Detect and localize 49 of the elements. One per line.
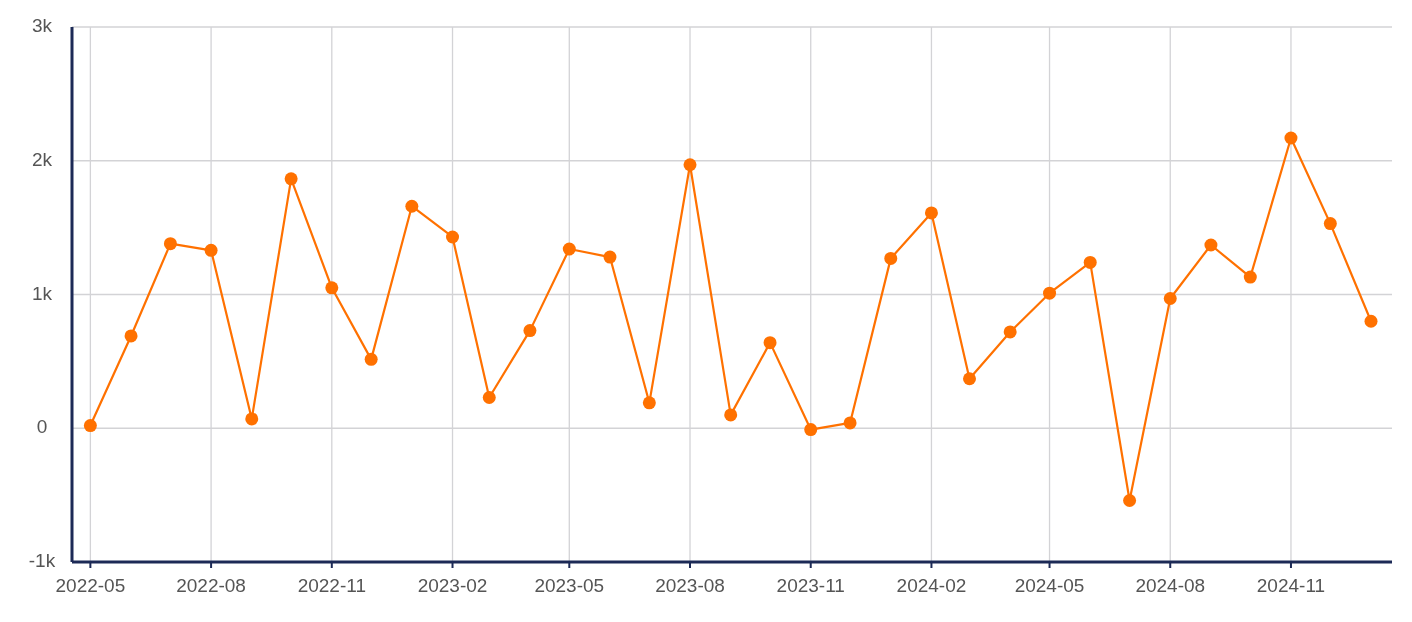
point bbox=[1083, 255, 1097, 269]
point bbox=[1163, 292, 1177, 306]
point bbox=[603, 250, 617, 264]
y-tick-label: 1k bbox=[31, 282, 53, 304]
point bbox=[924, 206, 938, 220]
point bbox=[724, 408, 738, 422]
point bbox=[405, 199, 419, 213]
x-tick-label: 2024-05 bbox=[1014, 575, 1085, 596]
point bbox=[1204, 238, 1218, 252]
point bbox=[245, 412, 259, 426]
point bbox=[683, 158, 697, 172]
y-tick-label: 3k bbox=[31, 15, 53, 37]
point bbox=[284, 172, 298, 186]
point bbox=[1043, 286, 1057, 300]
x-tick-label: 2023-11 bbox=[776, 575, 845, 596]
x-tick-label: 2022-05 bbox=[55, 575, 126, 596]
point bbox=[763, 336, 777, 350]
point bbox=[843, 416, 857, 430]
x-tick-label: 2024-11 bbox=[1256, 575, 1326, 596]
point bbox=[1003, 325, 1017, 339]
x-tick-label: 2023-05 bbox=[534, 575, 605, 596]
point bbox=[1123, 493, 1137, 507]
y-tick-label: 0 bbox=[36, 416, 48, 438]
point bbox=[642, 396, 656, 410]
point bbox=[163, 237, 177, 251]
point bbox=[446, 230, 460, 244]
point bbox=[562, 242, 576, 256]
x-tick-label: 2024-08 bbox=[1135, 575, 1206, 596]
point bbox=[1243, 270, 1257, 284]
point bbox=[804, 423, 818, 437]
point bbox=[963, 372, 976, 386]
x-tick-label: 2022-11 bbox=[297, 575, 366, 596]
x-tick-label: 2023-02 bbox=[417, 575, 488, 596]
point bbox=[1364, 314, 1378, 328]
point bbox=[204, 243, 218, 257]
point bbox=[482, 390, 496, 404]
y-tick-label: -1k bbox=[28, 550, 56, 572]
point bbox=[124, 329, 138, 343]
point bbox=[83, 419, 97, 433]
point bbox=[523, 324, 537, 338]
x-tick-label: 2024-02 bbox=[896, 575, 967, 596]
point bbox=[884, 251, 898, 265]
point bbox=[325, 281, 339, 295]
x-tick-label: 2023-08 bbox=[655, 575, 725, 596]
point bbox=[364, 352, 378, 366]
x-tick-label: 2022-08 bbox=[176, 575, 246, 596]
point bbox=[1284, 131, 1298, 145]
y-tick-label: 2k bbox=[31, 148, 53, 170]
point bbox=[1323, 217, 1337, 231]
